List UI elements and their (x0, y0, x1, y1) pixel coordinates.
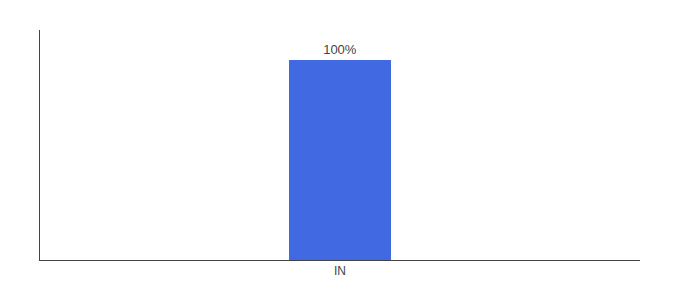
svg-text:100%: 100% (323, 42, 357, 57)
svg-text:IN: IN (334, 264, 346, 278)
